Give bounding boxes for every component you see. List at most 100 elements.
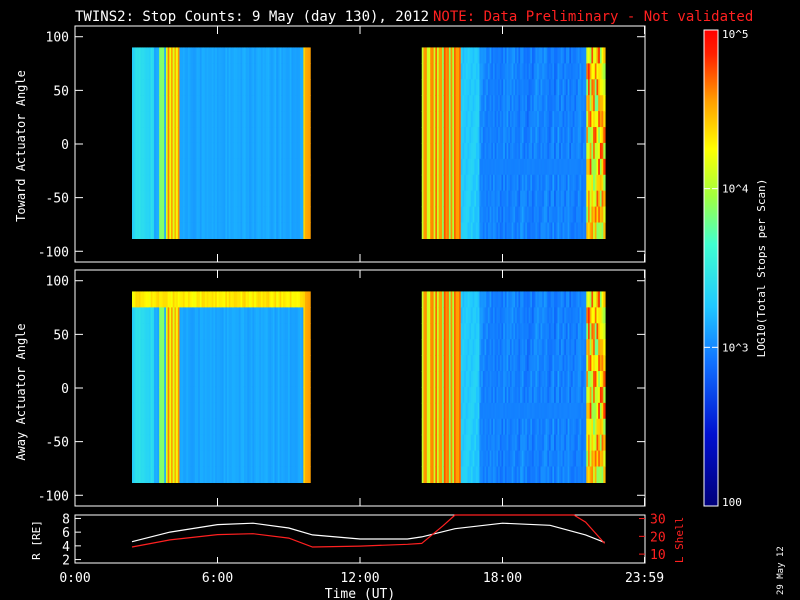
heatmap-cell bbox=[596, 142, 599, 160]
heatmap-cell bbox=[426, 339, 430, 356]
heatmap-cell bbox=[186, 307, 189, 324]
heatmap-cell bbox=[133, 418, 136, 436]
heatmap-cell bbox=[433, 339, 436, 356]
heatmap-cell bbox=[582, 95, 586, 112]
heatmap-cell bbox=[528, 158, 531, 176]
heatmap-cell bbox=[143, 355, 147, 372]
heatmap-cell bbox=[560, 402, 564, 420]
heatmap-cell bbox=[260, 111, 264, 128]
heatmap-cell bbox=[218, 307, 221, 324]
heatmap-cell bbox=[288, 434, 291, 452]
heatmap-cell bbox=[167, 190, 170, 208]
heatmap-cell bbox=[470, 222, 474, 239]
heatmap-cell bbox=[440, 450, 443, 468]
heatmap-cell bbox=[267, 63, 271, 80]
heatmap-cell bbox=[276, 291, 279, 308]
heatmap-cell bbox=[286, 158, 289, 176]
heatmap-cell bbox=[264, 63, 267, 80]
heatmap-cell bbox=[154, 339, 157, 356]
heatmap-cell bbox=[535, 434, 538, 452]
heatmap-cell bbox=[518, 158, 521, 176]
heatmap-cell bbox=[203, 307, 206, 324]
heatmap-cell bbox=[470, 402, 474, 420]
heatmap-cell bbox=[533, 339, 537, 356]
heatmap-cell bbox=[172, 79, 176, 96]
heatmap-cell bbox=[435, 418, 438, 436]
heatmap-cell bbox=[284, 47, 287, 64]
heatmap-cell bbox=[147, 434, 150, 452]
heatmap-cell bbox=[288, 339, 291, 356]
heatmap-cell bbox=[174, 402, 177, 420]
heatmap-cell bbox=[572, 127, 576, 144]
heatmap-cell bbox=[521, 63, 525, 80]
heatmap-cell bbox=[569, 158, 572, 176]
heatmap-cell bbox=[486, 206, 489, 224]
heatmap-cell bbox=[245, 466, 248, 483]
heatmap-cell bbox=[448, 142, 452, 160]
heatmap-cell bbox=[526, 206, 530, 224]
heatmap-cell bbox=[425, 386, 428, 404]
heatmap-cell bbox=[430, 142, 433, 160]
heatmap-cell bbox=[279, 127, 282, 144]
heatmap-cell bbox=[577, 291, 581, 308]
heatmap-cell bbox=[569, 95, 572, 112]
heatmap-cell bbox=[542, 63, 545, 80]
heatmap-cell bbox=[167, 174, 170, 192]
heatmap-cell bbox=[213, 339, 216, 356]
heatmap-cell bbox=[193, 127, 196, 144]
heatmap-cell bbox=[453, 371, 457, 388]
heatmap-cell bbox=[159, 466, 162, 483]
heatmap-cell bbox=[433, 450, 436, 468]
heatmap-cell bbox=[533, 355, 537, 372]
heatmap-cell bbox=[547, 450, 550, 468]
heatmap-cell bbox=[557, 291, 560, 308]
heatmap-cell bbox=[547, 355, 550, 372]
heatmap-cell bbox=[172, 450, 176, 468]
heatmap-cell bbox=[211, 206, 215, 224]
heatmap-cell bbox=[221, 418, 225, 436]
heatmap-cell bbox=[182, 79, 186, 96]
heatmap-cell bbox=[542, 142, 545, 160]
heatmap-cell bbox=[511, 466, 514, 483]
heatmap-cell bbox=[518, 386, 521, 404]
heatmap-cell bbox=[299, 142, 303, 160]
heatmap-cell bbox=[547, 323, 550, 340]
heatmap-cell bbox=[247, 111, 250, 128]
heatmap-cell bbox=[194, 79, 198, 96]
heatmap-cell bbox=[535, 158, 538, 176]
heatmap-cell bbox=[147, 63, 150, 80]
heatmap-cell bbox=[493, 339, 496, 356]
heatmap-cell bbox=[462, 190, 465, 208]
heatmap-cell bbox=[232, 418, 235, 436]
heatmap-cell bbox=[442, 222, 445, 239]
heatmap-cell bbox=[264, 371, 267, 388]
toward-ylabel: Toward Actuator Angle bbox=[14, 70, 28, 222]
heatmap-cell bbox=[206, 174, 209, 192]
heatmap-cell bbox=[223, 402, 226, 420]
heatmap-cell bbox=[218, 371, 221, 388]
heatmap-cell bbox=[308, 174, 311, 192]
heatmap-cell bbox=[557, 434, 560, 452]
heatmap-cell bbox=[237, 386, 240, 404]
heatmap-cell bbox=[208, 307, 211, 324]
heatmap-cell bbox=[162, 158, 165, 176]
heatmap-cell bbox=[303, 386, 306, 404]
heatmap-cell bbox=[421, 142, 425, 160]
heatmap-cell bbox=[470, 206, 474, 224]
heatmap-cell bbox=[140, 355, 143, 372]
heatmap-cell bbox=[555, 386, 559, 404]
heatmap-cell bbox=[199, 63, 203, 80]
heatmap-cell bbox=[293, 466, 296, 483]
heatmap-cell bbox=[579, 402, 582, 420]
heatmap-cell bbox=[425, 291, 428, 308]
heatmap-cell bbox=[199, 79, 203, 96]
heatmap-cell bbox=[521, 174, 525, 192]
heatmap-cell bbox=[457, 339, 460, 356]
heatmap-cell bbox=[306, 79, 310, 96]
heatmap-cell bbox=[272, 402, 276, 420]
heatmap-cell bbox=[172, 307, 176, 324]
heatmap-cell bbox=[494, 79, 497, 96]
heatmap-cell bbox=[137, 47, 140, 64]
heatmap-cell bbox=[499, 466, 503, 483]
heatmap-cell bbox=[532, 450, 535, 468]
